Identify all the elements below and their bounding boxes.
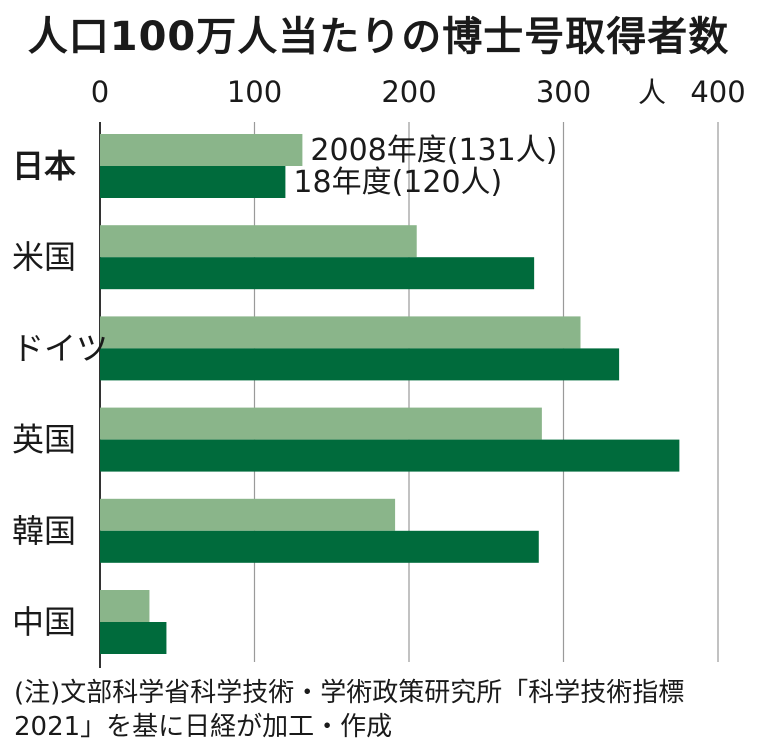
x-tick-label: 300 [536,75,591,109]
x-unit-label: 人 [638,76,666,109]
bar-prev [100,225,417,258]
bar-curr [100,257,535,290]
bar-curr [100,622,167,654]
x-tick-label: 100 [227,75,282,109]
source-note: (注)文部科学省科学技術・学術政策研究所「科学技術指標2021」を基に日経が加工… [14,678,685,742]
bar-curr [100,166,286,198]
x-tick-label: 400 [690,75,745,109]
category-label: 英国 [12,421,76,459]
category-label: 米国 [12,238,76,276]
bar-prev [100,407,542,440]
category-label: ドイツ [12,329,108,367]
bar-curr [100,439,680,472]
bar-prev [100,590,150,622]
bar-curr [100,348,620,381]
data-label: 18年度(120人) [293,165,502,200]
chart-title: 人口100万人当たりの博士号取得者数 [27,14,730,60]
category-label: 中国 [12,603,76,641]
x-tick-label: 200 [381,75,436,109]
x-tick-label: 0 [91,75,109,109]
bar-curr [100,530,539,563]
bar-prev [100,316,581,349]
bar-prev [100,498,396,531]
data-label: 2008年度(131人) [310,133,557,168]
category-label: 日本 [12,147,76,185]
bar-prev [100,134,303,166]
category-label: 韓国 [12,512,76,550]
